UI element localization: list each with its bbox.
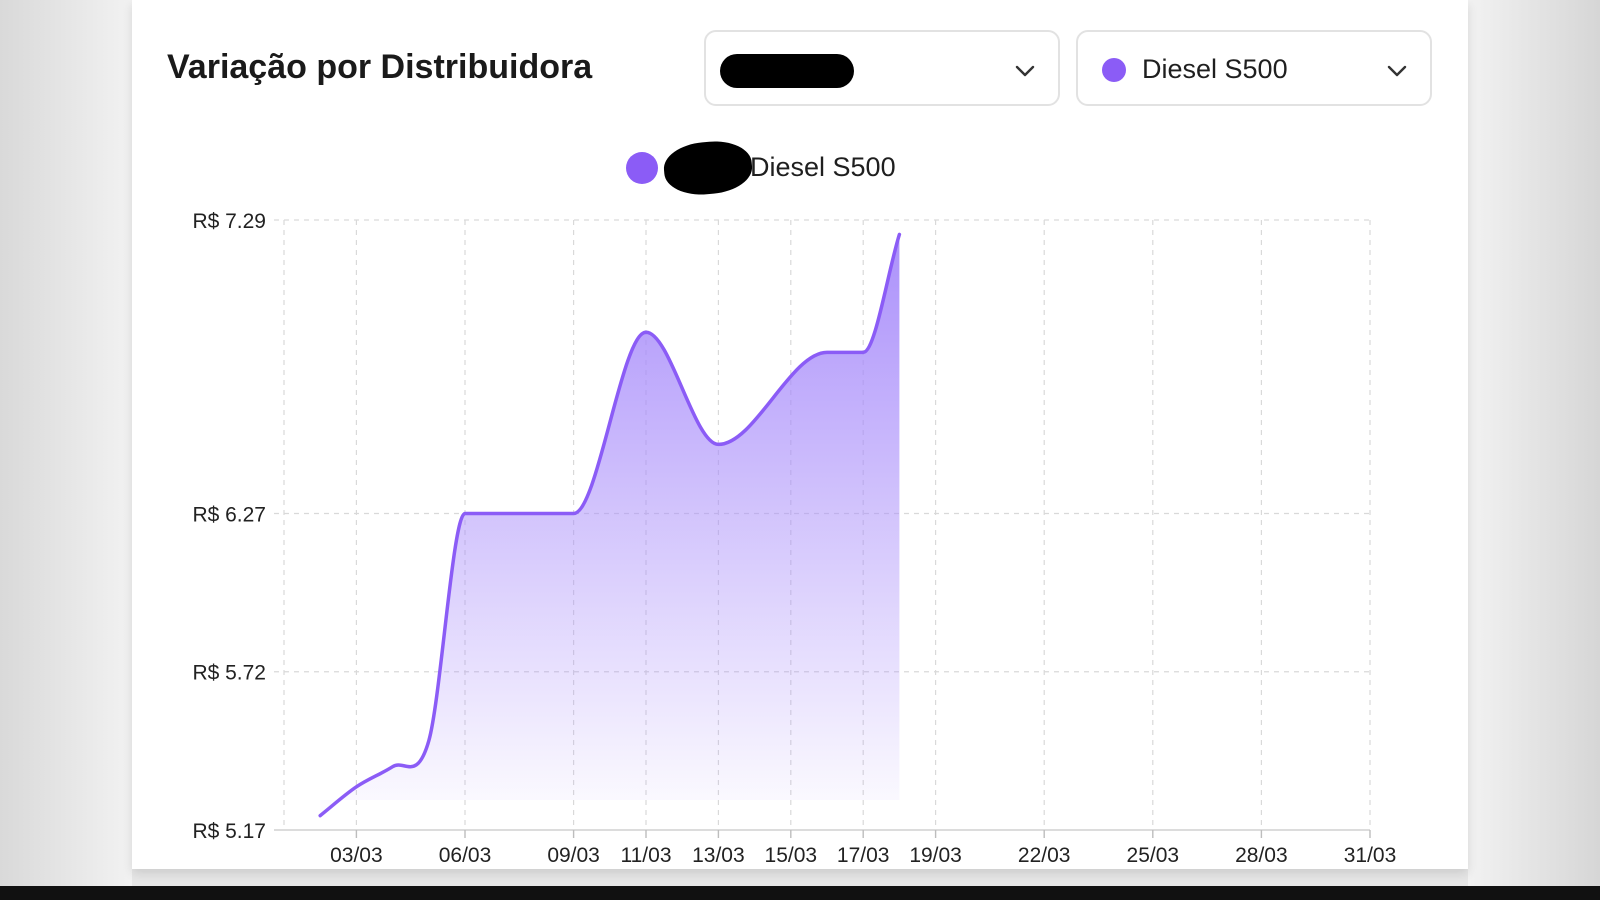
y-tick-label: R$ 5.72 [192,662,266,685]
x-tick-label: 19/03 [909,844,962,867]
x-tick-label: 11/03 [621,844,672,867]
background-left [0,0,132,900]
x-tick-label: 17/03 [837,844,890,867]
fuel-select-label: Diesel S500 [1142,54,1288,84]
x-tick-label: 13/03 [692,844,745,867]
series-line [318,232,902,818]
background-right [1468,0,1600,900]
page-title: Variação por Distribuidora [167,48,593,86]
legend-label: Diesel S500 [750,152,896,182]
x-tick-label: 06/03 [439,844,492,867]
distributor-select[interactable] [704,30,1060,106]
fuel-color-dot [1102,58,1126,82]
x-tick-label: 15/03 [765,844,818,867]
chevron-down-icon [1015,65,1035,77]
y-tick-label: R$ 7.29 [192,210,266,233]
fuel-select[interactable]: Diesel S500 [1076,30,1432,106]
chevron-down-icon [1387,65,1407,77]
chart-card: Variação por Distribuidora Diesel S500 D… [132,0,1468,869]
x-tick-label: 09/03 [547,844,600,867]
chart-legend[interactable]: Diesel S500 [626,138,946,198]
x-tick-label: 25/03 [1127,844,1180,867]
background-bottom-bar [0,886,1600,900]
legend-color-dot [626,152,658,184]
x-tick-label: 31/03 [1344,844,1397,867]
x-tick-label: 03/03 [330,844,383,867]
redacted-distributor-name [720,54,854,88]
x-tick-label: 22/03 [1018,844,1071,867]
series-area-fill [320,234,900,816]
y-tick-label: R$ 6.27 [192,503,266,526]
x-tick-label: 28/03 [1235,844,1288,867]
y-tick-label: R$ 5.17 [192,820,266,843]
price-area-chart: R$ 5.17 R$ 5.72 R$ 6.27 R$ 7.29 03/03 06/03 09… [192,210,1397,867]
